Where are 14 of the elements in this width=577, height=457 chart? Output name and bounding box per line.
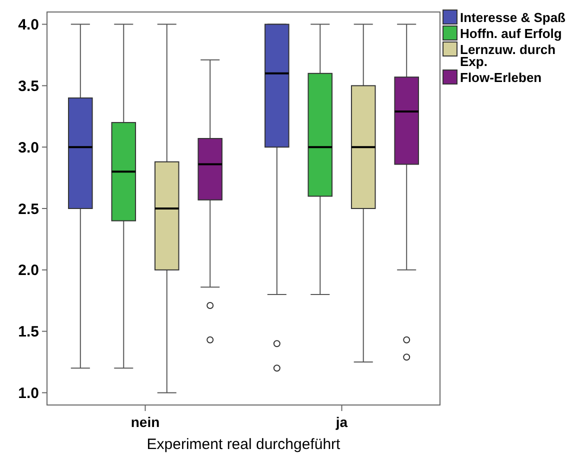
x-axis-title: Experiment real durchgeführt: [146, 436, 342, 453]
legend-label: Hoffn. auf Erfolg: [460, 26, 562, 41]
y-tick-label: 4.0: [18, 16, 39, 34]
y-tick-label: 1.0: [18, 384, 39, 402]
x-tick-label: ja: [334, 414, 348, 430]
x-tick-label: nein: [130, 414, 160, 430]
y-tick-label: 3.0: [18, 139, 39, 156]
y-tick-label: 2.0: [18, 262, 39, 280]
y-tick-label: 1.5: [18, 324, 39, 341]
y-tick-label: 3.5: [18, 78, 39, 95]
legend-label: Lernzuw. durch Exp.: [460, 42, 556, 69]
legend-label: Interesse & Spaß: [460, 10, 566, 25]
y-tick-label: 2.5: [18, 200, 39, 218]
legend-label: Flow-Erleben: [460, 70, 542, 85]
